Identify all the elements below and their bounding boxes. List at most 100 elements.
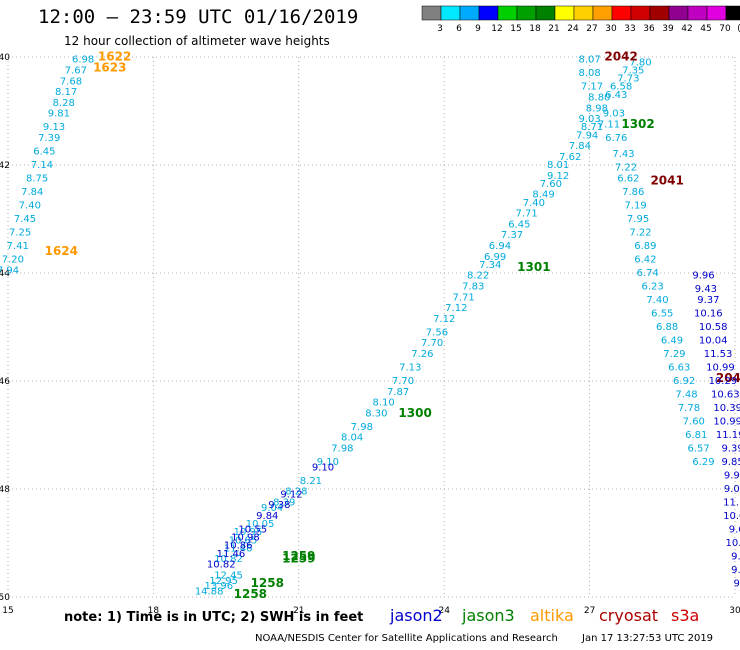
y-tick-label: -44 xyxy=(0,269,10,279)
wave-height-point: 7.35 xyxy=(622,66,644,77)
time-label: 1623 xyxy=(93,60,126,74)
wave-height-point: 14.88 xyxy=(195,587,224,598)
chart-axes: 15 18 21 24 27 30 -40 -42 -44 -46 -48 -50 xyxy=(0,53,740,616)
colorbar-swatch xyxy=(649,5,670,21)
wave-height-point: 10.39 xyxy=(713,403,740,414)
wave-height-point: 6.88 xyxy=(656,322,678,333)
colorbar-swatch xyxy=(554,5,575,21)
time-label: 1259 xyxy=(282,552,315,566)
wave-height-point: 6.92 xyxy=(673,376,695,387)
x-tick-label: 18 xyxy=(148,606,160,616)
y-tick-label: -46 xyxy=(0,377,10,387)
wave-height-point: 7.25 xyxy=(9,228,31,239)
colorbar-swatch xyxy=(573,5,594,21)
wave-height-point: 10.08 xyxy=(723,511,740,522)
wave-height-point: 9.38 xyxy=(268,500,290,511)
wave-height-point: 6.74 xyxy=(637,268,659,279)
colorbar-label: 21 xyxy=(548,24,559,34)
wave-height-point: 8.28 xyxy=(53,98,75,109)
footer-credit: NOAA/NESDIS Center for Satellite Applica… xyxy=(255,633,558,644)
colorbar-label: (ft) xyxy=(737,24,740,34)
wave-height-point: 9.04 xyxy=(261,503,283,514)
wave-height-point: 10.63 xyxy=(711,390,740,401)
wave-height-point: 10.05 xyxy=(246,519,275,530)
wave-height-point: 7.13 xyxy=(399,363,421,374)
wave-height-point: 6.55 xyxy=(651,309,673,320)
wave-height-point: 6.62 xyxy=(617,174,639,185)
wave-height-point: 8.71 xyxy=(581,122,603,133)
wave-height-point: 7.67 xyxy=(65,66,87,77)
wave-height-point: 10.82 xyxy=(207,560,236,571)
wave-height-point: 8.49 xyxy=(532,190,554,201)
wave-height-point: 10.16 xyxy=(694,309,723,320)
wave-height-point: 7.98 xyxy=(331,444,353,455)
colorbar-swatch xyxy=(478,5,499,21)
wave-height-point: 10.95 xyxy=(234,527,263,538)
wave-height-point: 6.23 xyxy=(641,282,663,293)
legend-cryosat: cryosat xyxy=(599,606,659,625)
wave-height-point: 7.17 xyxy=(581,82,603,93)
wave-height-point: 10.58 xyxy=(699,322,728,333)
wave-height-point: 7.60 xyxy=(540,179,562,190)
legend-altika: altika xyxy=(530,606,574,625)
x-tick-label: 27 xyxy=(584,606,595,616)
wave-height-point: 6.58 xyxy=(610,82,632,93)
colorbar-label: 15 xyxy=(510,24,521,34)
wave-height-point: 10.99 xyxy=(713,417,740,428)
wave-height-point: 7.60 xyxy=(683,417,705,428)
wave-height-point: 9.96 xyxy=(692,271,714,282)
time-label: 1302 xyxy=(621,117,654,131)
time-label: 1259 xyxy=(282,549,315,563)
y-tick-label: -42 xyxy=(0,161,10,171)
wave-height-point: 9.39 xyxy=(721,444,740,455)
wave-height-point: 7.20 xyxy=(2,255,24,266)
wave-height-point: 7.68 xyxy=(60,76,82,87)
wave-height-point: 9.84 xyxy=(256,511,278,522)
wave-height-point: 8.07 xyxy=(578,55,600,66)
wave-height-point: 6.45 xyxy=(508,219,530,230)
wave-height-point: 7.62 xyxy=(559,152,581,163)
wave-height-point: 7.70 xyxy=(421,338,443,349)
wave-height-point: 9.81 xyxy=(48,109,70,120)
wave-height-point: 7.22 xyxy=(629,228,651,239)
colorbar-swatch xyxy=(592,5,613,21)
wave-height-point: 8.28 xyxy=(285,487,307,498)
x-tick-label: 15 xyxy=(2,606,13,616)
legend-jason3: jason3 xyxy=(462,606,515,625)
wave-height-point: 6.81 xyxy=(685,430,707,441)
wave-height-point: 7.40 xyxy=(523,198,545,209)
wave-height-point: 6.98 xyxy=(72,55,94,66)
wave-height-point: 7.19 xyxy=(625,201,647,212)
time-label: 1300 xyxy=(398,406,431,420)
x-tick-label: 30 xyxy=(729,606,740,616)
footer-note: note: 1) Time is in UTC; 2) SWH is in fe… xyxy=(64,610,364,625)
colorbar-label: 45 xyxy=(700,24,711,34)
wave-height-point: 11.16 xyxy=(723,498,740,509)
page-title: 12:00 – 23:59 UTC 01/16/2019 xyxy=(38,6,359,28)
wave-height-point: 11.53 xyxy=(704,349,733,360)
wave-height-point: 10.85 xyxy=(229,535,258,546)
x-tick-label: 21 xyxy=(293,606,304,616)
colorbar-swatch xyxy=(459,5,480,21)
wave-height-point: 7.34 xyxy=(479,260,501,271)
y-tick-label: -50 xyxy=(0,593,10,603)
colorbar-label: 42 xyxy=(681,24,692,34)
wave-height-point: 12.95 xyxy=(209,576,238,587)
time-label: 2040 xyxy=(716,371,740,385)
wave-height-point: 10.82 xyxy=(214,554,243,565)
wave-height-point: 7.41 xyxy=(7,241,29,252)
footer-timestamp: Jan 17 13:27:53 UTC 2019 xyxy=(582,633,714,644)
wave-height-point: 9.35 xyxy=(734,579,740,590)
colorbar-swatch xyxy=(516,5,537,21)
colorbar-swatch xyxy=(440,5,461,21)
wave-height-point: 7.94 xyxy=(0,265,19,276)
wave-height-point: 7.39 xyxy=(38,133,60,144)
colorbar-swatch xyxy=(630,5,651,21)
wave-height-point: 9.43 xyxy=(695,284,717,295)
wave-height-point: 13.96 xyxy=(205,581,234,592)
wave-height-point: 9.10 xyxy=(312,462,334,473)
colorbar-swatch xyxy=(611,5,632,21)
wave-height-point: 7.37 xyxy=(501,230,523,241)
time-label: 1258 xyxy=(251,576,284,590)
